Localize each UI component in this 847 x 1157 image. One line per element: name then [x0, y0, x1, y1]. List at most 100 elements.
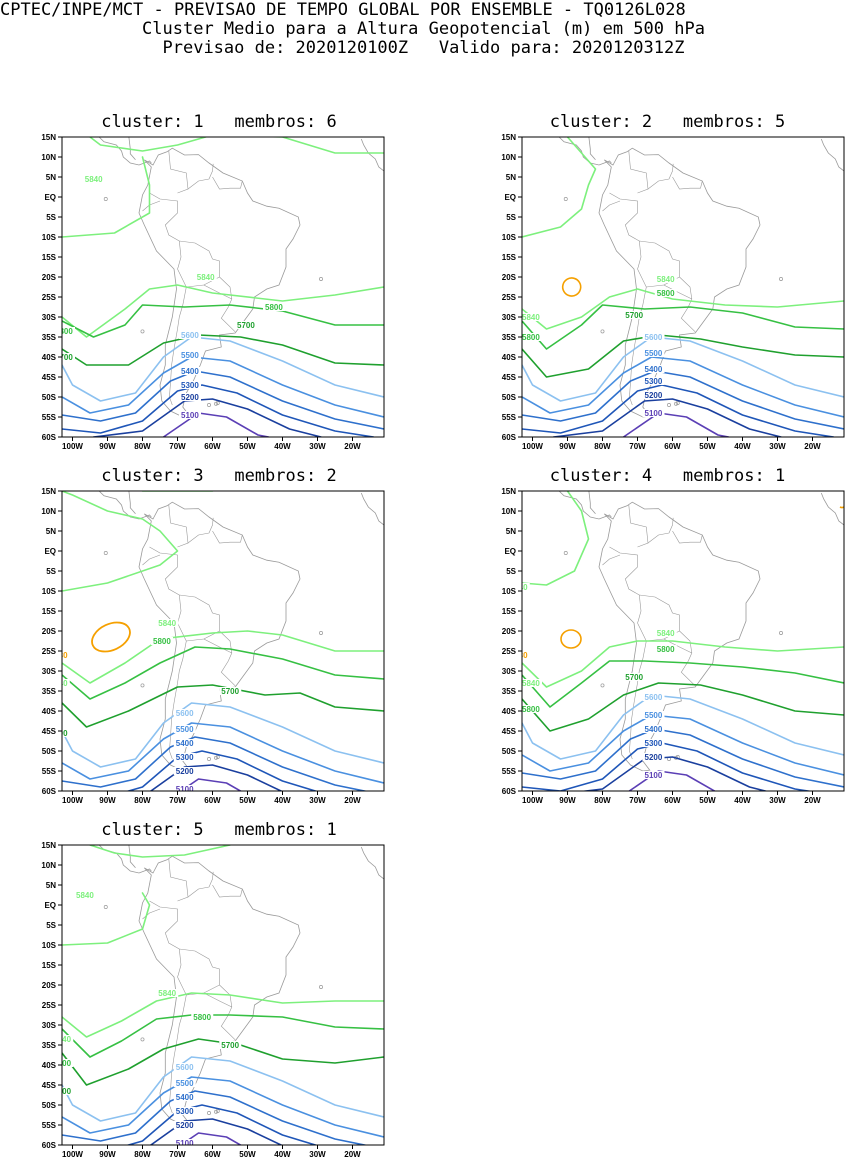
contour-label: 5100 [645, 409, 663, 418]
map-panel-cluster-4: cluster: 4 membros: 1 5840 5880 5840 5800 58… [460, 466, 847, 806]
contour-label: 5800 [193, 1013, 211, 1022]
contour-line [522, 682, 844, 732]
country-border [142, 908, 161, 920]
contour-label-bg [642, 409, 665, 417]
contour-label-bg [179, 351, 201, 359]
lon-label: 100W [62, 442, 83, 451]
island [563, 551, 568, 555]
map-area: 5840 5840 5800 5800 5700 5700 5600 5500 5400 5300… [62, 137, 384, 437]
lat-label: 30S [42, 667, 57, 676]
lon-label: 50W [699, 796, 716, 805]
island [215, 401, 220, 405]
contour-line [522, 288, 844, 330]
contour-label-bg [62, 1035, 74, 1043]
lon-label: 40W [734, 442, 751, 451]
country-border [187, 871, 214, 898]
lat-label: 35S [42, 687, 57, 696]
lat-label: 15N [41, 841, 56, 850]
country-border [149, 546, 180, 596]
contour-label-bg [179, 381, 201, 389]
coastline-central-america [558, 491, 612, 520]
contour-label-bg [173, 785, 196, 791]
contour-line [62, 1014, 384, 1058]
lat-label: 5N [506, 527, 516, 536]
contour-line [522, 336, 844, 402]
contour-line [62, 992, 384, 1038]
contour-label-bg [654, 645, 677, 653]
contour-label-bg [156, 619, 179, 627]
contour-label: 5500 [176, 725, 194, 734]
lat-label: 5S [46, 921, 56, 930]
contour-label-bg [179, 393, 201, 401]
contour-line [62, 630, 384, 684]
country-border [602, 554, 621, 566]
country-border [179, 948, 220, 996]
lat-label: 45S [502, 727, 517, 736]
contour-line [62, 384, 375, 437]
contour-label-bg [219, 687, 242, 695]
lon-label: 80W [134, 442, 151, 451]
panel-title: cluster: 2 membros: 5 [549, 112, 786, 132]
country-border [647, 517, 674, 544]
contour-line [125, 750, 319, 791]
lon-label: 50W [699, 442, 716, 451]
lat-label: 20S [502, 627, 517, 636]
contour-label: 5100 [645, 771, 663, 780]
map-area: 5880 5840 5840 5800 5700 5700 5600 5500 5400 5300… [62, 491, 384, 791]
lat-label: 40S [42, 707, 57, 716]
country-border [212, 530, 243, 544]
contour-label-bg [62, 651, 70, 659]
contour-label: 5600 [645, 693, 663, 702]
contour-label: 5800 [153, 637, 171, 646]
island [207, 757, 211, 761]
lon-label: 60W [664, 796, 681, 805]
coastline-central-america [98, 137, 152, 166]
lat-label: 60S [42, 1141, 57, 1150]
contour-line [62, 684, 384, 728]
lat-label: 25S [42, 1001, 57, 1010]
lat-label: 5S [506, 567, 516, 576]
header-line-1: CPTEC/INPE/MCT - PREVISAO DE TEMPO GLOBA… [0, 0, 686, 20]
coastline-central-america [98, 491, 152, 520]
contour-label: 5200 [645, 391, 663, 400]
lat-label: 15N [501, 133, 516, 142]
contour-label-bg [173, 1139, 196, 1145]
country-border [168, 504, 189, 548]
contour-label: 5400 [176, 739, 194, 748]
lat-label: 20S [502, 273, 517, 282]
lat-label: 40S [502, 353, 517, 362]
contour-label-bg [156, 989, 179, 997]
contour-label: 5840 [522, 679, 540, 688]
lat-label: 15S [502, 253, 517, 262]
lon-label: 60W [204, 442, 221, 451]
header-line-2: Cluster Medio para a Altura Geopotencial… [142, 19, 705, 39]
contour-line [62, 1038, 384, 1086]
lat-label: 15N [501, 487, 516, 496]
contour-label-bg [179, 331, 201, 339]
lon-label: 100W [62, 1150, 83, 1157]
lon-label: 60W [204, 1150, 221, 1157]
lat-label: 45S [42, 373, 57, 382]
lat-label: 40S [42, 353, 57, 362]
contour-label: 5300 [176, 1107, 194, 1116]
island [207, 403, 211, 407]
map-svg: 5880 5840 5840 5800 5700 5700 5600 5500 5400 5300… [41, 487, 385, 805]
island [103, 905, 108, 909]
country-border [177, 594, 182, 624]
contour-5880-ellipse [91, 621, 131, 653]
lat-label: 55S [42, 413, 57, 422]
contour-label: 5200 [176, 1121, 194, 1130]
lat-label: 30S [502, 667, 517, 676]
coastline-central-america [558, 137, 612, 166]
contour-line [89, 137, 384, 154]
lat-label: 10S [502, 587, 517, 596]
lat-label: 45S [42, 1081, 57, 1090]
map-svg: 5840 5800 5840 5800 5700 5600 5500 5400 5300 5200… [501, 133, 845, 451]
contour-label-bg [62, 1059, 74, 1067]
lon-label: 80W [594, 796, 611, 805]
contour-label-bg [642, 377, 665, 385]
contour-label: 5600 [645, 333, 663, 342]
island [207, 1111, 211, 1115]
country-border [142, 554, 161, 566]
contour-label-bg [62, 1087, 74, 1095]
